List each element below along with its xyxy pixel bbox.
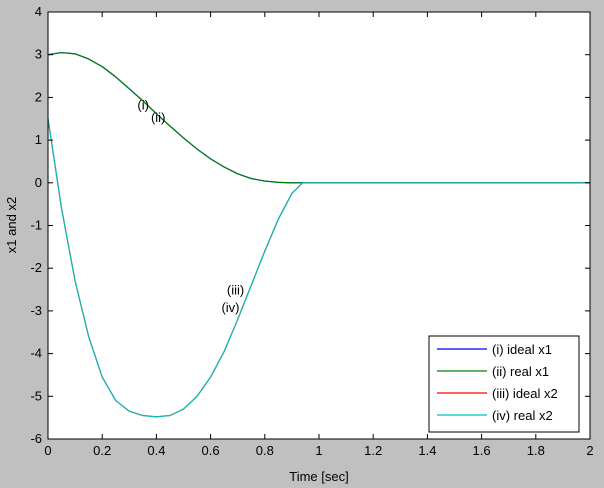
x-tick-label: 0.4 [147, 443, 165, 458]
y-tick-label: 0 [35, 175, 42, 190]
y-tick-label: -3 [30, 303, 42, 318]
series-layer [47, 51, 590, 418]
legend-label: (iii) ideal x2 [492, 386, 558, 401]
x-tick-label: 1.4 [418, 443, 436, 458]
y-tick-label: -1 [30, 218, 42, 233]
annotation-layer: (i)(ii) (iii) (iv) [137, 97, 244, 314]
x-tick-label: 1.6 [473, 443, 491, 458]
legend-label: (i) ideal x1 [492, 342, 552, 357]
x-tick-label: 2 [586, 443, 593, 458]
x-tick-label: 1 [315, 443, 322, 458]
y-tick-label: 3 [35, 47, 42, 62]
legend-label: (ii) real x1 [492, 364, 549, 379]
series-line-4 [47, 118, 590, 418]
tick-layer: 0 0.2 0.4 0.6 0.8 1 1.2 1.4 1.6 1.8 2 4 3 2 1 0 -1 -2 -3 -4… [30, 4, 593, 458]
x-tick-label: 1.2 [364, 443, 382, 458]
y-tick-label: 4 [35, 4, 42, 19]
series-annotation: (iv) [221, 300, 239, 315]
y-tick-label: -2 [30, 260, 42, 275]
series-annotation: (i) [137, 97, 149, 112]
series-line-2 [47, 51, 590, 184]
x-tick-label: 0.2 [93, 443, 111, 458]
legend-label: (iv) real x2 [492, 408, 553, 423]
y-tick-label: 1 [35, 132, 42, 147]
legend-box [428, 335, 580, 433]
series-annotation: (iii) [227, 283, 244, 298]
x-tick-label: 0 [44, 443, 51, 458]
y-tick-label: -4 [30, 346, 42, 361]
legend: (i) ideal x1 (ii) real x1 (iii) ideal x2 (i… [428, 335, 580, 433]
x-tick-label: 0.8 [256, 443, 274, 458]
series-annotation: (ii) [151, 110, 165, 125]
y-tick-label: -5 [30, 388, 42, 403]
legend-items: (i) ideal x1 (ii) real x1 (iii) ideal x2 (i… [437, 342, 558, 423]
y-tick-label: 2 [35, 89, 42, 104]
x-axis-label: Time [sec] [289, 469, 348, 484]
x-tick-label: 0.6 [202, 443, 220, 458]
y-tick-label: -6 [30, 431, 42, 446]
x-tick-label: 1.8 [527, 443, 545, 458]
y-axis-label: x1 and x2 [4, 197, 19, 253]
